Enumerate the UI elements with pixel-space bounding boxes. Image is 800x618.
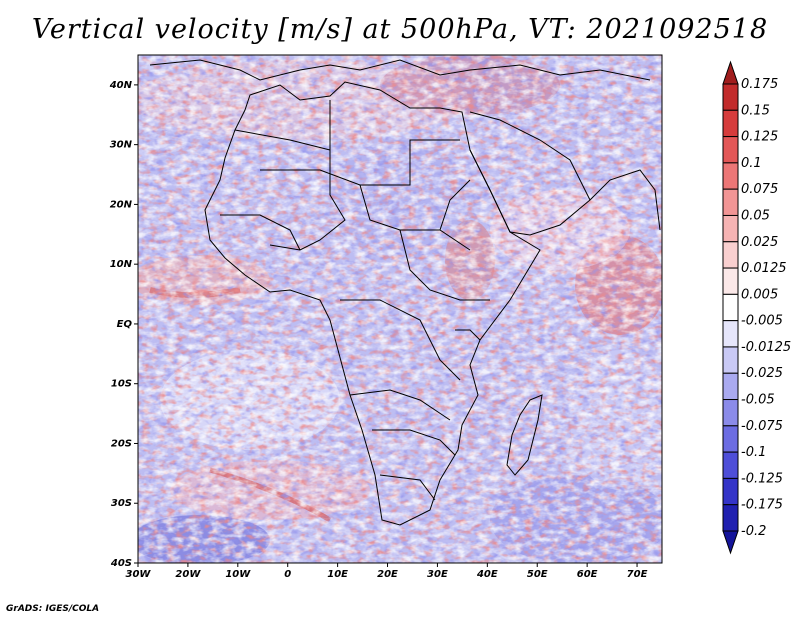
y-tick-label: 30S (111, 498, 132, 509)
colorbar: 0.175 0.15 0.125 0.1 0.075 0.05 0.025 0.0125 0.0… (722, 60, 791, 555)
colorbar-label: 0.15 (741, 103, 770, 118)
colorbar-swatch (722, 109, 739, 138)
x-tick-label: 20W (175, 569, 201, 580)
colorbar-swatch (722, 399, 739, 427)
credit-label: GrADS: IGES/COLA (6, 604, 100, 614)
asia-coast (589, 169, 661, 231)
x-tick-label: 30W (126, 569, 152, 580)
colorbar-label: -0.1 (741, 445, 766, 460)
colorbar-swatch (722, 162, 739, 190)
x-tick-label: 20E (377, 569, 398, 580)
colorbar-swatch (722, 267, 739, 295)
country-border (269, 100, 346, 251)
x-tick-label: 30E (427, 569, 448, 580)
country-border (234, 129, 331, 151)
x-tick-label: 0 (284, 569, 291, 580)
colorbar-swatch (722, 425, 739, 453)
y-tick-label: 40S (110, 558, 132, 569)
colorbar-swatch (722, 241, 739, 269)
colorbar-label: 0.0125 (741, 261, 787, 276)
colorbar-label: -0.05 (741, 393, 775, 408)
colorbar-label: 0.025 (741, 235, 778, 250)
y-axis: 40N 30N 20N 10N EQ 10S 20S 30S 40S (109, 80, 138, 569)
plot-frame (137, 54, 663, 564)
country-border (399, 229, 490, 301)
y-tick-label: 40N (109, 80, 133, 91)
velocity-field (138, 55, 662, 563)
colorbar-label: -0.0125 (741, 340, 791, 355)
y-tick-label: 30N (110, 140, 133, 151)
colorbar-bottom-arrow (722, 530, 739, 555)
country-border (379, 474, 436, 501)
colorbar-swatch (722, 83, 739, 111)
country-border (340, 299, 461, 381)
colorbar-label: -0.2 (741, 524, 766, 539)
colorbar-label: 0.1 (741, 156, 762, 171)
colorbar-swatch (722, 372, 739, 401)
colorbar-swatch (722, 477, 739, 506)
country-border (220, 214, 301, 251)
country-border (439, 179, 471, 231)
y-tick-label: 10S (111, 379, 132, 390)
colorbar-label: 0.075 (741, 182, 778, 197)
colorbar-swatch (722, 320, 739, 348)
country-border (349, 389, 451, 421)
colorbar-label: -0.125 (741, 471, 783, 486)
africa-outline (204, 81, 541, 526)
x-tick-label: 10E (327, 569, 348, 580)
colorbar-swatch (722, 346, 739, 374)
colorbar-label: 0.125 (741, 130, 778, 145)
x-tick-label: 50E (527, 569, 548, 580)
y-tick-label: EQ (117, 319, 133, 330)
x-tick-label: 10W (225, 569, 251, 580)
y-tick-label: 10N (110, 259, 133, 270)
colorbar-swatch (722, 504, 739, 532)
colorbar-label: 0.05 (741, 208, 770, 223)
colorbar-swatch (722, 451, 739, 479)
colorbar-label: -0.075 (741, 419, 783, 434)
colorbar-swatch (722, 136, 739, 164)
arabia-outline (469, 111, 591, 236)
colorbar-label: -0.025 (741, 366, 783, 381)
colorbar-swatch (722, 293, 739, 322)
x-tick-label: 40E (476, 569, 498, 580)
country-border (372, 429, 456, 456)
country-border (260, 139, 460, 186)
coastlines (149, 59, 661, 526)
colorbar-label: -0.175 (741, 498, 783, 513)
europe-coast (149, 59, 651, 81)
colorbar-top-arrow (722, 60, 739, 85)
colorbar-label: 0.175 (741, 77, 778, 92)
y-tick-label: 20S (111, 438, 132, 449)
colorbar-swatch (722, 188, 739, 216)
y-tick-label: 20N (110, 199, 133, 210)
map-title: Vertical velocity [m/s] at 500hPa, VT: 2… (31, 14, 769, 45)
colorbar-swatch (722, 214, 739, 243)
madagascar-outline (506, 394, 543, 476)
colorbar-label: -0.005 (741, 314, 783, 329)
x-axis: 30W 20W 10W 0 10E 20E 30E 40E 50E 60E 70E (126, 563, 648, 580)
x-tick-label: 60E (577, 569, 598, 580)
x-tick-label: 70E (627, 569, 648, 580)
country-border (455, 329, 481, 341)
colorbar-label: 0.005 (741, 287, 778, 302)
